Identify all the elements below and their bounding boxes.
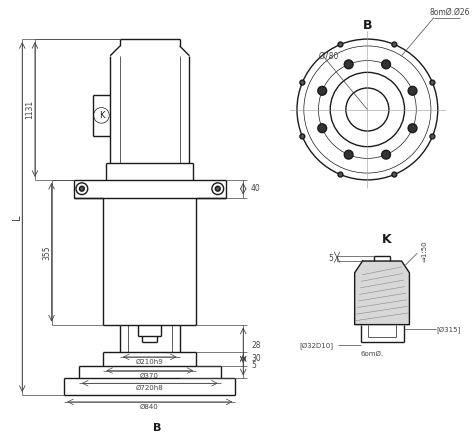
Text: B: B bbox=[153, 423, 161, 432]
Text: ⇒1:50: ⇒1:50 bbox=[422, 241, 428, 262]
Polygon shape bbox=[354, 261, 409, 324]
Circle shape bbox=[79, 186, 84, 191]
Text: 355: 355 bbox=[42, 245, 51, 260]
Circle shape bbox=[344, 150, 353, 159]
Circle shape bbox=[382, 60, 390, 69]
Circle shape bbox=[382, 150, 390, 159]
Circle shape bbox=[318, 86, 327, 95]
Text: 1131: 1131 bbox=[25, 100, 34, 119]
Circle shape bbox=[392, 172, 397, 177]
Circle shape bbox=[338, 42, 343, 47]
Text: 28: 28 bbox=[251, 341, 261, 349]
Text: 5: 5 bbox=[329, 254, 334, 263]
Text: Ø210h9: Ø210h9 bbox=[135, 359, 163, 365]
Circle shape bbox=[408, 124, 417, 133]
Circle shape bbox=[430, 80, 435, 85]
Circle shape bbox=[392, 42, 397, 47]
Text: Ø370: Ø370 bbox=[140, 372, 159, 378]
Text: K: K bbox=[99, 111, 104, 120]
Text: Ø840: Ø840 bbox=[140, 404, 159, 410]
Circle shape bbox=[300, 80, 305, 85]
Text: Ø780: Ø780 bbox=[319, 52, 339, 61]
Text: 40: 40 bbox=[251, 184, 261, 193]
Circle shape bbox=[215, 186, 220, 191]
Circle shape bbox=[430, 134, 435, 139]
Text: [Ø32D10]: [Ø32D10] bbox=[299, 342, 333, 349]
Text: 5: 5 bbox=[251, 361, 256, 370]
Circle shape bbox=[338, 172, 343, 177]
Text: 30: 30 bbox=[251, 354, 261, 363]
Text: [Ø315]: [Ø315] bbox=[437, 326, 461, 333]
Circle shape bbox=[300, 134, 305, 139]
Text: L: L bbox=[12, 214, 22, 220]
Text: B: B bbox=[362, 19, 372, 32]
Text: K: K bbox=[382, 233, 392, 246]
Circle shape bbox=[344, 60, 353, 69]
Circle shape bbox=[408, 86, 417, 95]
Circle shape bbox=[318, 124, 327, 133]
Text: Ø720h8: Ø720h8 bbox=[135, 385, 163, 391]
Text: 8omØ.Ø26: 8omØ.Ø26 bbox=[429, 8, 470, 17]
Text: 6omØ.: 6omØ. bbox=[361, 351, 384, 357]
